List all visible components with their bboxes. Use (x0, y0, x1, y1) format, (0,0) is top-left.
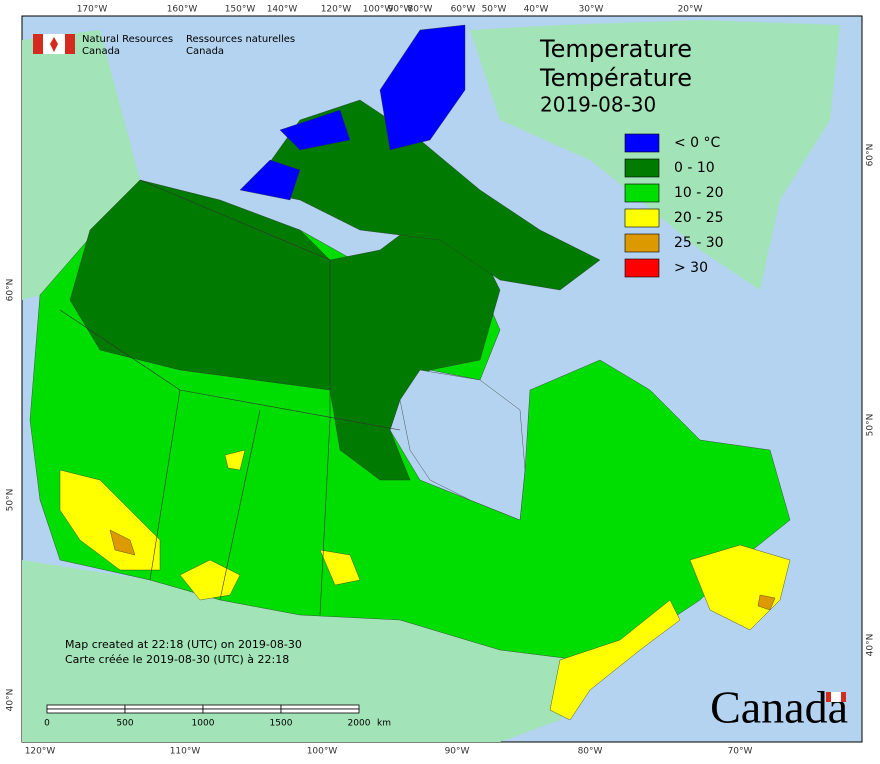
flag-field (831, 692, 841, 702)
scale-segment (280, 708, 360, 714)
latitude-label: 60°N (866, 144, 876, 167)
foreign-land (22, 20, 840, 742)
scale-label: 1500 (270, 719, 293, 729)
zone-20-25 (59, 469, 161, 571)
latitude-label: 40°N (6, 689, 16, 712)
longitude-label: 90°W (445, 747, 470, 757)
legend-label: < 0 °C (674, 135, 721, 151)
scale-label: 1000 (192, 719, 215, 729)
legend-label: > 30 (674, 260, 708, 276)
legend-swatch (624, 208, 660, 228)
zone-25-30 (109, 529, 136, 556)
legend-label: 10 - 20 (674, 185, 724, 201)
latitude-label: 50°N (866, 414, 876, 437)
latitude-label: 60°N (6, 279, 16, 302)
hudson-bay (399, 369, 526, 521)
agency-fr: Canada (186, 46, 224, 57)
flag (33, 34, 75, 54)
legend-swatch (624, 183, 660, 203)
longitude-label: 160°W (167, 5, 198, 15)
scale-label: 0 (44, 719, 50, 729)
longitude-label: 120°W (25, 747, 56, 757)
longitude-label: 140°W (267, 5, 298, 15)
flag-bar (826, 692, 831, 702)
zone-below-0 (239, 159, 301, 201)
top-labels: 170°W 160°W 150°W 140°W 120°W 100°W90°W80°W 60… (77, 5, 703, 15)
legend-label: 20 - 25 (674, 210, 724, 226)
legend-label: 25 - 30 (674, 235, 724, 251)
legend-label: 0 - 10 (674, 160, 715, 176)
note: Map created at 22:18 (UTC) on 2019-08-30 (65, 638, 302, 651)
zone-0-10 (69, 179, 501, 481)
zone-25-30 (757, 594, 776, 611)
agency-en: Canada (82, 46, 120, 57)
border (149, 389, 181, 581)
date: 2019-08-30 (540, 93, 656, 117)
greenland (470, 20, 840, 290)
scale-segment (124, 708, 204, 714)
zone-below-0 (379, 24, 466, 151)
legend: < 0 °C 0 - 10 10 - 20 20 - 25 25 - 30 > 30 (624, 133, 724, 278)
longitude-label: 90°W (388, 5, 413, 15)
scale-segment (202, 708, 282, 714)
flag-bar (33, 34, 43, 54)
legend-swatch (624, 258, 660, 278)
scale-segment (280, 704, 360, 710)
longitude-label: 20°W (678, 5, 703, 15)
scale-segment (46, 708, 126, 714)
zone-20-25 (224, 449, 246, 471)
scale-label: 2000 (348, 719, 371, 729)
flag-bar (841, 692, 846, 702)
agency-fr: Ressources naturelles (186, 34, 295, 45)
longitude-label: 170°W (77, 5, 108, 15)
border (219, 409, 261, 601)
latitude-label: 40°N (866, 634, 876, 657)
agency-en: Natural Resources (82, 34, 173, 45)
note: Carte créée le 2019-08-30 (UTC) à 22:18 (65, 653, 289, 666)
right-labels: 60°N 50°N 40°N (866, 144, 876, 657)
flag-bar (65, 34, 75, 54)
border (139, 179, 331, 420)
left-labels: 60°N 50°N 40°N (6, 279, 16, 712)
longitude-label: 100°W (363, 5, 394, 15)
longitude-label: 70°W (728, 747, 753, 757)
zone-below-0 (279, 109, 351, 151)
wordmark: Canada (710, 682, 848, 733)
zone-20-25 (179, 559, 241, 601)
legend-swatch (624, 233, 660, 253)
longitude-label: 60°W (451, 5, 476, 15)
longitude-label: 120°W (321, 5, 352, 15)
maple-leaf (50, 37, 58, 52)
provincial-borders (59, 179, 401, 616)
scale-unit: km (377, 719, 391, 729)
title: Temperature (539, 35, 692, 63)
bottom-labels: 120°W 110°W 100°W 90°W 80°W 70°W (25, 747, 753, 757)
longitude-label: 30°W (579, 5, 604, 15)
longitude-label: 150°W (225, 5, 256, 15)
border (319, 419, 331, 616)
alaska (22, 30, 140, 300)
border (59, 309, 401, 431)
title: Température (539, 64, 692, 92)
zone-20-25 (549, 599, 681, 721)
scale-segment (124, 704, 204, 710)
zone-20-25 (689, 544, 791, 631)
longitude-label: 110°W (170, 747, 201, 757)
scale-segment (46, 704, 126, 710)
latitude-label: 50°N (6, 489, 16, 512)
longitude-label: 80°W (578, 747, 603, 757)
scale-label: 500 (116, 719, 133, 729)
longitude-label: 80°W (408, 5, 433, 15)
longitude-label: 40°W (524, 5, 549, 15)
scale-bar: 0 500 1000 1500 2000 km (44, 704, 391, 729)
longitude-label: 100°W (307, 747, 338, 757)
usa (22, 560, 620, 742)
scale-segment (202, 704, 282, 710)
legend-swatch (624, 133, 660, 153)
zone-20-25 (319, 549, 361, 586)
longitude-label: 50°W (482, 5, 507, 15)
wordmark-flag (826, 692, 846, 702)
legend-swatch (624, 158, 660, 178)
